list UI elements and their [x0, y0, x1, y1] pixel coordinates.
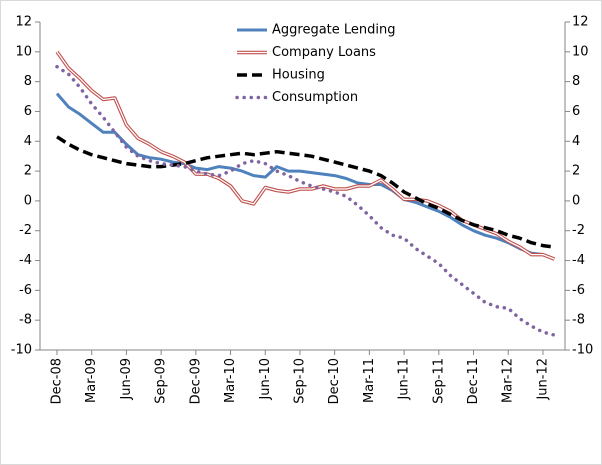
y-tick-label: 12: [15, 15, 32, 30]
y-tick-label: -8: [19, 313, 32, 328]
x-tick-label: Mar-09: [84, 358, 99, 403]
y2-tick-label: 12: [572, 15, 589, 30]
y-tick-label: 10: [15, 44, 32, 59]
y-tick-label: -4: [19, 253, 32, 268]
x-tick-label: Dec-08: [50, 358, 65, 404]
y-tick-label: 0: [24, 193, 32, 208]
y2-tick-label: 0: [572, 193, 580, 208]
legend-label: Aggregate Lending: [272, 23, 396, 38]
x-tick-label: Sep-11: [431, 358, 446, 404]
x-tick-label: Jun-11: [397, 358, 412, 401]
legend-label: Company Loans: [272, 45, 376, 60]
y-tick-label: 4: [24, 134, 32, 149]
y-tick-label: -10: [11, 343, 32, 358]
y2-tick-label: 8: [572, 74, 580, 89]
x-tick-label: Mar-11: [362, 358, 377, 403]
y2-tick-label: 10: [572, 44, 589, 59]
x-tick-label: Sep-10: [292, 358, 307, 404]
x-tick-label: Jun-09: [119, 358, 134, 401]
y2-tick-label: -10: [572, 343, 593, 358]
y-tick-label: -6: [19, 283, 32, 298]
x-tick-label: Dec-11: [466, 358, 481, 404]
y-tick-label: -2: [19, 223, 32, 238]
y2-tick-label: -6: [572, 283, 585, 298]
legend-label: Housing: [272, 68, 325, 83]
series-line: [55, 92, 556, 261]
y2-tick-label: -2: [572, 223, 585, 238]
x-tick-label: Jun-10: [258, 358, 273, 401]
legend-label: Consumption: [272, 90, 358, 105]
series-line: [56, 135, 555, 249]
y2-tick-label: -8: [572, 313, 585, 328]
y2-tick-label: 2: [572, 164, 580, 179]
y-tick-label: 8: [24, 74, 32, 89]
x-tick-label: Mar-12: [501, 358, 516, 403]
y-tick-label: 6: [24, 104, 32, 119]
series-line: [55, 64, 557, 337]
y2-tick-label: -4: [572, 253, 585, 268]
y2-tick-label: 4: [572, 134, 580, 149]
x-tick-label: Dec-09: [188, 358, 203, 404]
y2-tick-label: 6: [572, 104, 580, 119]
x-tick-label: Sep-09: [154, 358, 169, 404]
x-tick-label: Mar-10: [223, 358, 238, 403]
x-tick-label: Dec-10: [327, 358, 342, 404]
x-tick-label: Jun-12: [535, 358, 550, 401]
y-tick-label: 2: [24, 164, 32, 179]
